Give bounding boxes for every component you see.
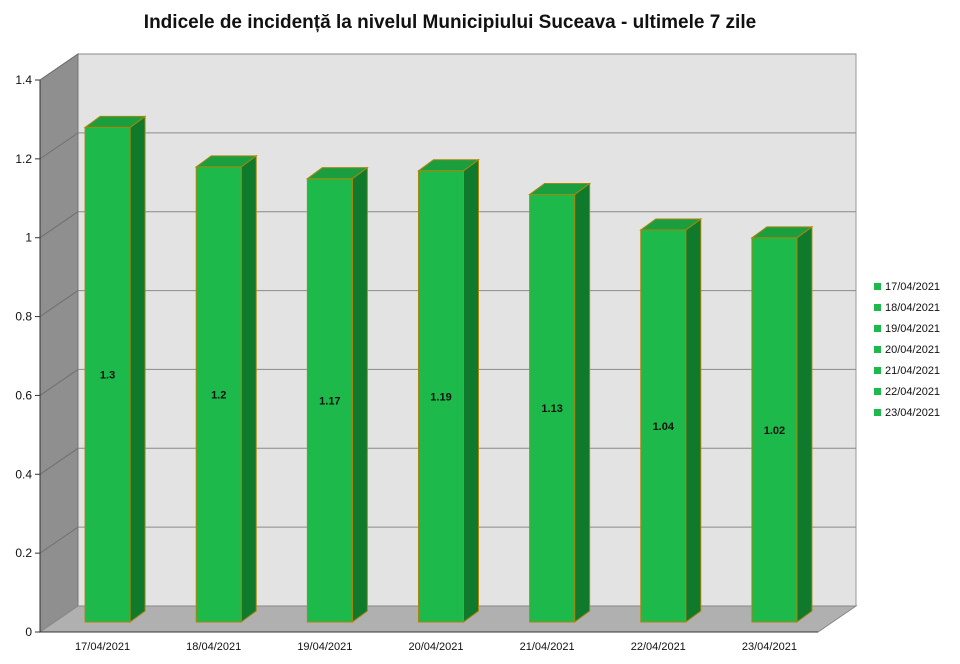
gridline-side: [39, 53, 79, 81]
legend-item: 21/04/2021: [874, 360, 940, 381]
y-tick-label: 1.2: [15, 152, 32, 166]
y-tick-label: 0.6: [15, 388, 32, 402]
bar-17/04/2021: 1.3: [83, 115, 147, 623]
legend-swatch: [874, 325, 881, 332]
bar-19/04/2021: 1.17: [305, 166, 369, 623]
gridline-side: [39, 211, 79, 239]
bar-22/04/2021: 1.04: [639, 217, 703, 623]
bar-side: [685, 217, 702, 623]
gridline-side: [39, 132, 79, 160]
left-wall: [39, 53, 79, 633]
legend-label: 17/04/2021: [885, 280, 941, 293]
data-label: 1.2: [211, 389, 226, 401]
gridline-side: [39, 447, 79, 475]
bar: [418, 170, 464, 623]
bar-side: [129, 115, 146, 623]
legend-swatch: [874, 304, 881, 311]
bar-side: [796, 225, 813, 623]
bar: [640, 229, 687, 623]
bar-side: [240, 154, 257, 623]
x-tick-label: 21/04/2021: [520, 641, 575, 653]
x-tick-label: 18/04/2021: [186, 641, 241, 653]
bar-side: [574, 182, 591, 623]
legend-item: 18/04/2021: [874, 297, 940, 318]
chart-title: Indicele de incidență la nivelul Municip…: [143, 12, 757, 33]
legend-item: 19/04/2021: [874, 318, 940, 339]
y-tick-label: 0.4: [15, 467, 32, 481]
data-label: 1.17: [319, 395, 340, 407]
legend-label: 18/04/2021: [885, 301, 941, 314]
legend-label: 19/04/2021: [885, 322, 941, 335]
bar-side: [351, 166, 368, 623]
gridline-side: [39, 369, 79, 396]
data-label: 1.19: [430, 391, 451, 403]
gridline-side: [39, 290, 79, 317]
y-tick-label: 1: [25, 231, 32, 245]
x-tick-label: 22/04/2021: [631, 641, 686, 653]
bar: [306, 178, 353, 623]
legend-item: 20/04/2021: [874, 339, 940, 360]
y-tick-label: 1.4: [15, 73, 32, 87]
legend-swatch: [874, 409, 881, 416]
x-tick-label: 17/04/2021: [75, 641, 130, 653]
bar-18/04/2021: 1.2: [194, 154, 258, 623]
y-tick-label: 0: [25, 625, 32, 639]
bar: [751, 237, 798, 623]
legend-item: 17/04/2021: [874, 276, 940, 297]
legend-label: 21/04/2021: [885, 364, 941, 377]
bar-23/04/2021: 1.02: [750, 225, 814, 623]
bar-side: [463, 158, 479, 623]
data-label: 1.02: [764, 425, 785, 437]
legend-swatch: [874, 283, 881, 290]
data-label: 1.3: [100, 370, 115, 382]
data-label: 1.04: [653, 421, 675, 433]
legend-label: 20/04/2021: [885, 343, 941, 356]
legend: 17/04/2021 18/04/2021 19/04/2021 20/04/2021…: [874, 276, 940, 423]
y-tick-label: 0.8: [15, 310, 32, 324]
data-label: 1.13: [541, 403, 562, 415]
x-tick-label: 20/04/2021: [408, 641, 463, 653]
legend-swatch: [874, 388, 881, 395]
legend-swatch: [874, 367, 881, 374]
legend-item: 22/04/2021: [874, 381, 940, 402]
bar: [84, 126, 131, 623]
bar-21/04/2021: 1.13: [528, 182, 592, 623]
bar-20/04/2021: 1.19: [416, 158, 481, 623]
gridline-side: [39, 526, 79, 554]
x-tick-label: 19/04/2021: [297, 641, 352, 653]
legend-label: 23/04/2021: [885, 406, 941, 419]
legend-swatch: [874, 346, 881, 353]
y-tick-label: 0.2: [15, 546, 32, 560]
legend-label: 22/04/2021: [885, 385, 941, 398]
bar: [195, 166, 242, 623]
bar: [529, 193, 576, 623]
legend-item: 23/04/2021: [874, 402, 940, 423]
x-tick-label: 23/04/2021: [742, 641, 797, 653]
